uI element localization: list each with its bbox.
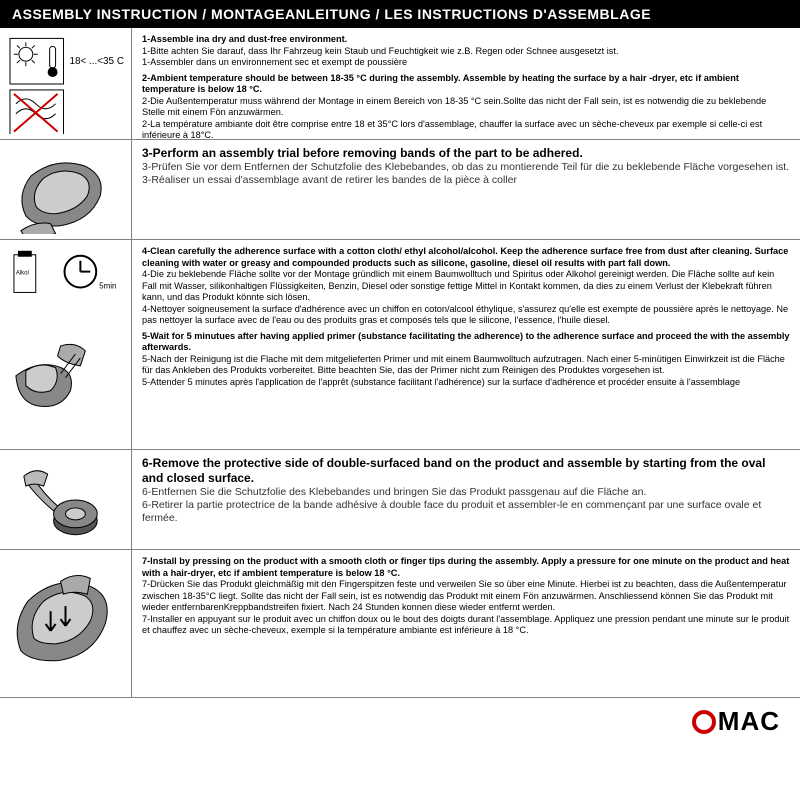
step-text-en: 2-Ambient temperature should be between … [142, 73, 790, 96]
instruction-step: 4-Clean carefully the adherence surface … [142, 246, 790, 327]
instruction-step: 2-Ambient temperature should be between … [142, 73, 790, 142]
brand-logo: MAC [692, 706, 780, 737]
row-text-cell: 3-Perform an assembly trial before remov… [132, 140, 800, 239]
step-text-en: 5-Wait for 5 minutues after having appli… [142, 331, 790, 354]
step-text-de: 1-Bitte achten Sie darauf, dass Ihr Fahr… [142, 46, 790, 58]
instruction-step: 7-Install by pressing on the product wit… [142, 556, 790, 637]
step-text-de: 2-Die Außentemperatur muss während der M… [142, 96, 790, 119]
logo-text: MAC [718, 706, 780, 737]
instruction-row: 18< ...<35 C 1-Assemble ina dry and dust… [0, 28, 800, 140]
temperature-icon: 18< ...<35 C [6, 34, 125, 134]
install-press-icon [6, 556, 125, 692]
step-text-en: 1-Assemble ina dry and dust-free environ… [142, 34, 790, 46]
step-text-fr: 1-Assembler dans un environnement sec et… [142, 57, 790, 69]
footer: MAC [0, 698, 800, 737]
instruction-row: 6-Remove the protective side of double-s… [0, 450, 800, 550]
instruction-step: 6-Remove the protective side of double-s… [142, 456, 790, 525]
svg-text:5min: 5min [99, 281, 116, 290]
step-text-fr: 2-La température ambiante doit être comp… [142, 119, 790, 142]
step-text-en: 6-Remove the protective side of double-s… [142, 456, 790, 486]
row-icon-cell [0, 140, 132, 239]
instruction-step: 5-Wait for 5 minutues after having appli… [142, 331, 790, 389]
step-text-fr: 5-Attender 5 minutes après l'application… [142, 377, 790, 389]
step-text-de: 7-Drücken Sie das Produkt gleichmäßig mi… [142, 579, 790, 614]
row-icon-cell: 18< ...<35 C [0, 28, 132, 139]
instruction-row: 7-Install by pressing on the product wit… [0, 550, 800, 698]
instruction-row: 3-Perform an assembly trial before remov… [0, 140, 800, 240]
step-text-de: 3-Prüfen Sie vor dem Entfernen der Schut… [142, 161, 790, 174]
step-text-en: 4-Clean carefully the adherence surface … [142, 246, 790, 269]
instruction-step: 3-Perform an assembly trial before remov… [142, 146, 790, 187]
instruction-rows: 18< ...<35 C 1-Assemble ina dry and dust… [0, 28, 800, 698]
row-icon-cell [0, 550, 132, 697]
cleaning-icon: Alkol 5min [6, 246, 125, 444]
step-text-fr: 4-Nettoyer soigneusement la surface d'ad… [142, 304, 790, 327]
page-header: ASSEMBLY INSTRUCTION / MONTAGEANLEITUNG … [0, 0, 800, 28]
step-text-de: 4-Die zu beklebende Fläche sollte vor de… [142, 269, 790, 304]
step-text-de: 5-Nach der Reinigung ist die Flache mit … [142, 354, 790, 377]
mirror-trial-icon [6, 146, 125, 234]
step-text-en: 3-Perform an assembly trial before remov… [142, 146, 790, 161]
step-text-en: 7-Install by pressing on the product wit… [142, 556, 790, 579]
row-text-cell: 6-Remove the protective side of double-s… [132, 450, 800, 549]
step-text-de: 6-Entfernen Sie die Schutzfolie des Kleb… [142, 486, 790, 499]
row-text-cell: 1-Assemble ina dry and dust-free environ… [132, 28, 800, 139]
instruction-row: Alkol 5min 4-Clean carefully the adheren… [0, 240, 800, 450]
svg-text:Alkol: Alkol [16, 270, 29, 276]
row-text-cell: 4-Clean carefully the adherence surface … [132, 240, 800, 449]
row-text-cell: 7-Install by pressing on the product wit… [132, 550, 800, 697]
step-text-fr: 7-Installer en appuyant sur le produit a… [142, 614, 790, 637]
step-text-fr: 6-Retirer la partie protectrice de la ba… [142, 499, 790, 525]
tape-removal-icon [6, 456, 125, 544]
svg-text:18< ...<35 C: 18< ...<35 C [69, 56, 124, 67]
step-text-fr: 3-Réaliser un essai d'assemblage avant d… [142, 174, 790, 187]
logo-ring-icon [692, 710, 716, 734]
row-icon-cell [0, 450, 132, 549]
instruction-step: 1-Assemble ina dry and dust-free environ… [142, 34, 790, 69]
row-icon-cell: Alkol 5min [0, 240, 132, 449]
